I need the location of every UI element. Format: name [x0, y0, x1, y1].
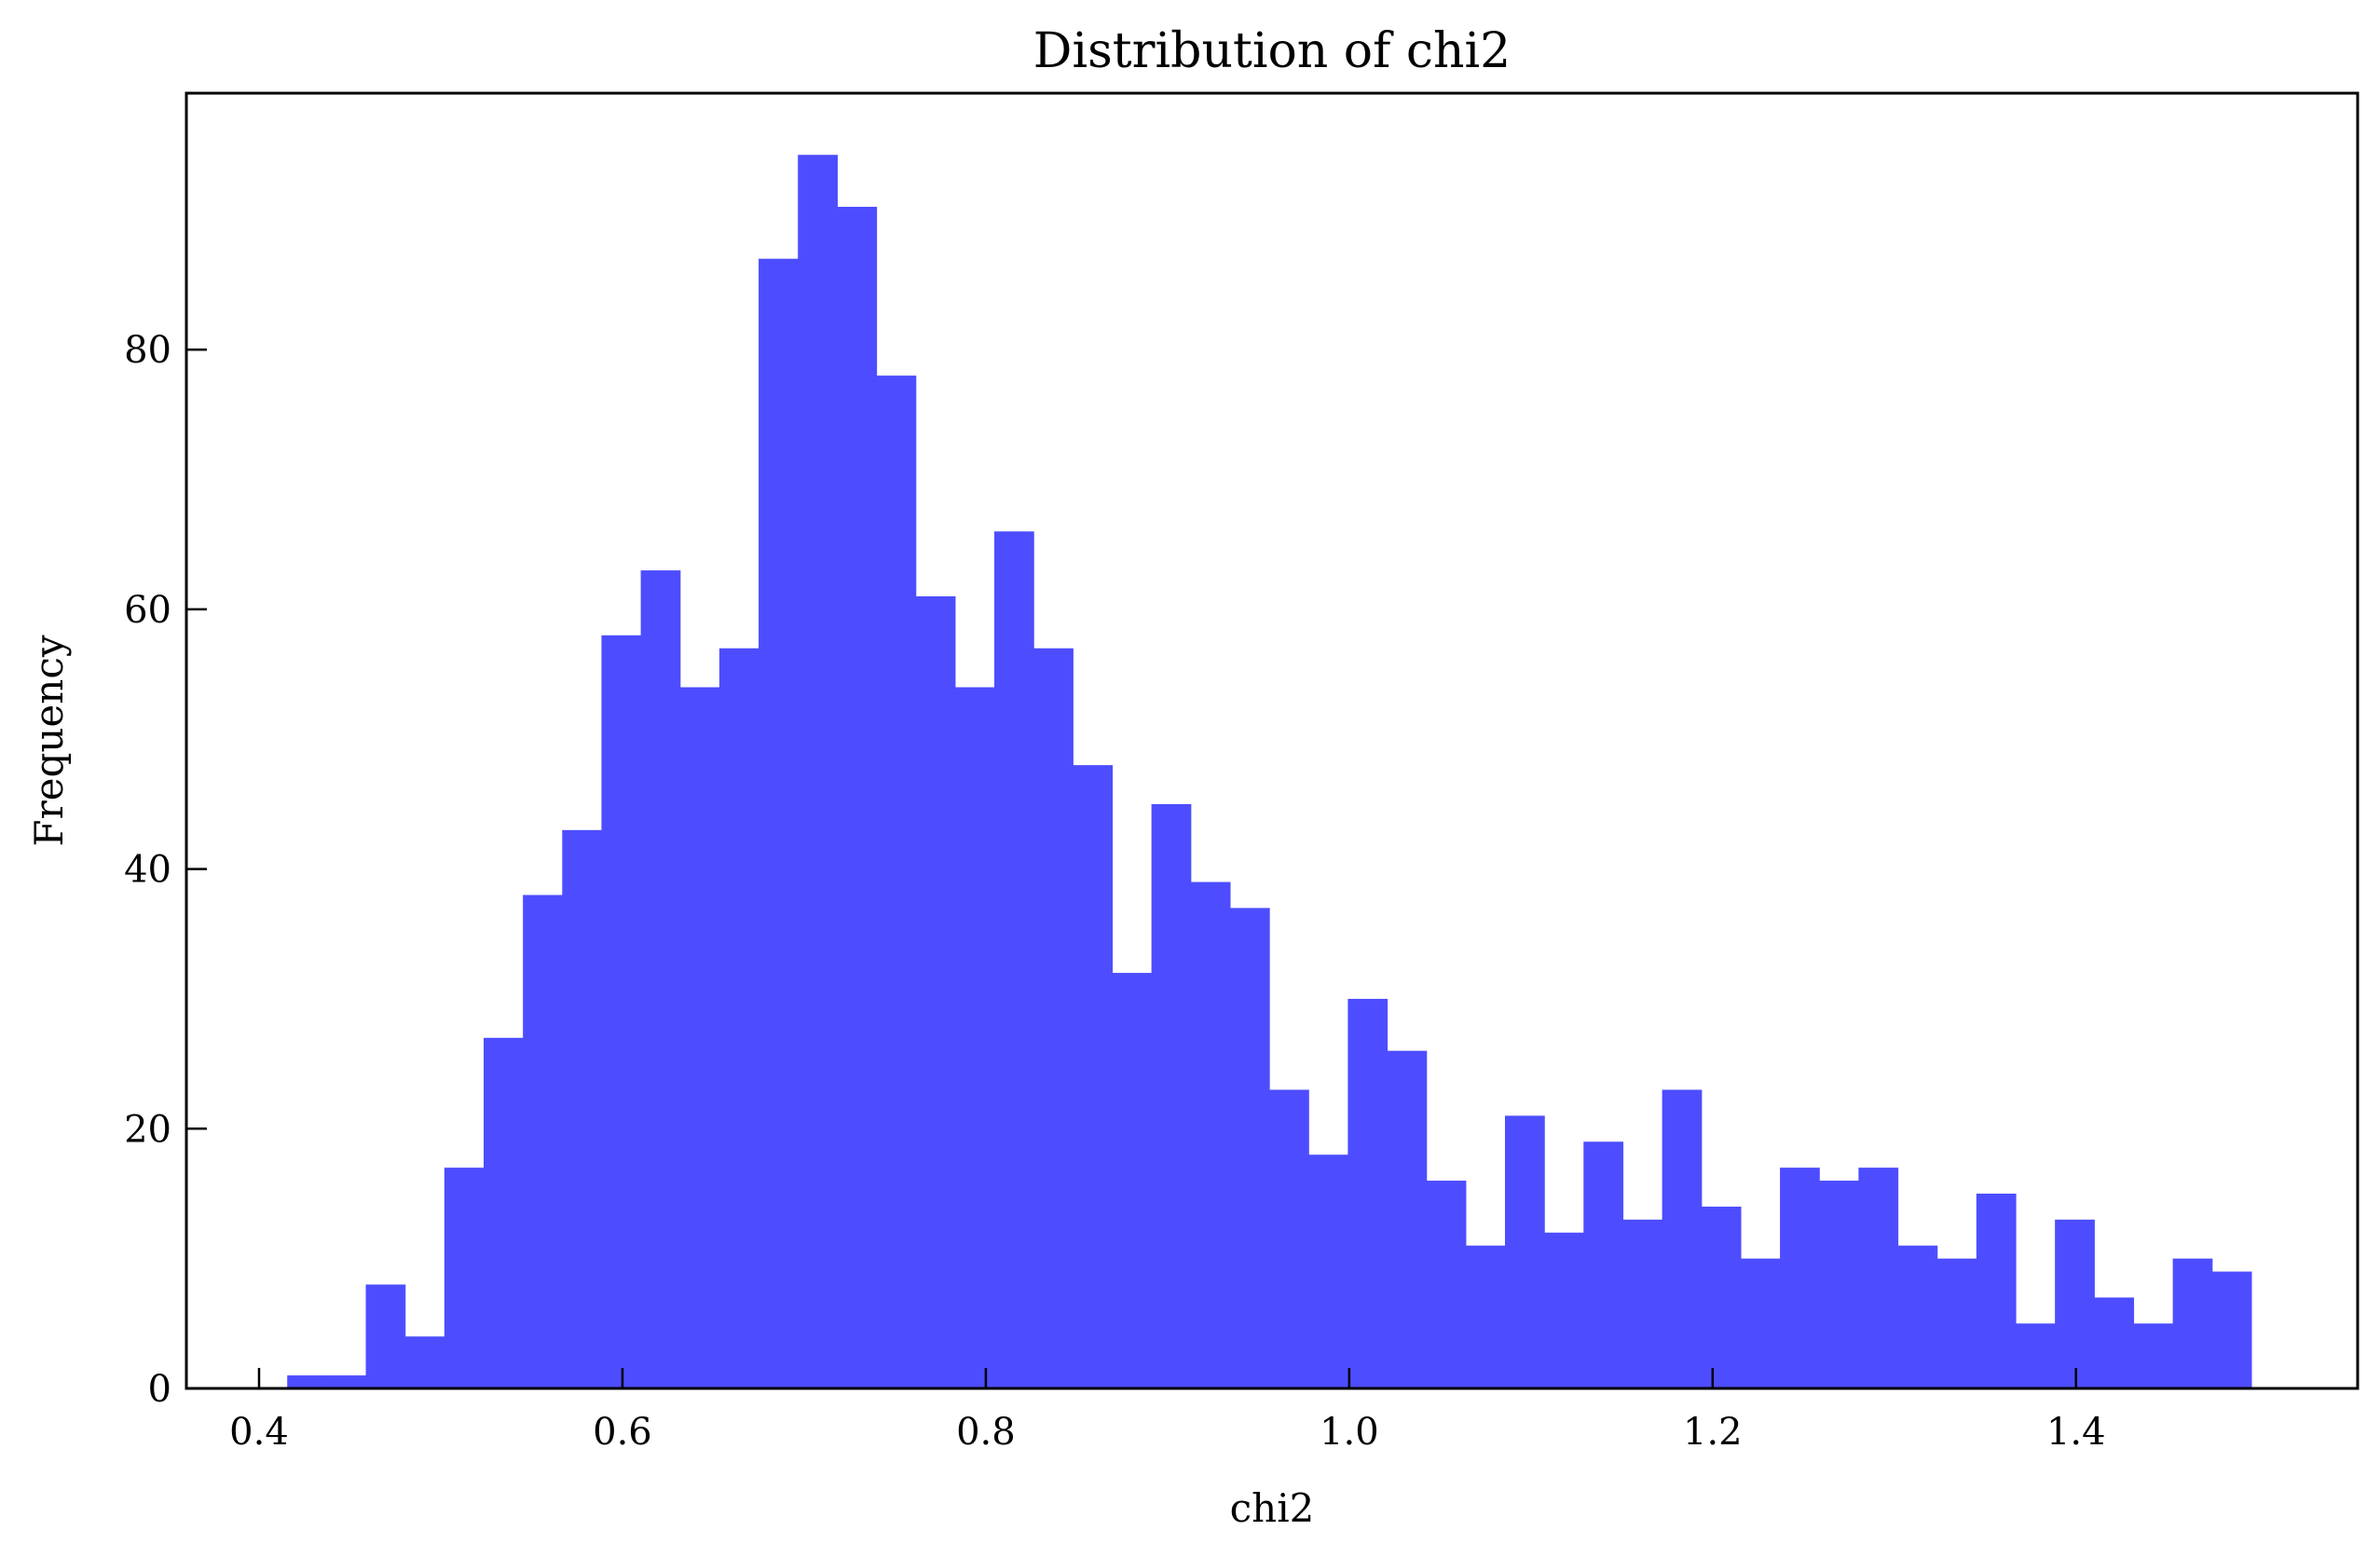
histogram-bar	[679, 687, 720, 1388]
histogram-bar	[1740, 1258, 1781, 1388]
histogram-bar	[1269, 1089, 1309, 1388]
histogram-bar	[954, 687, 995, 1388]
histogram-bar	[1544, 1232, 1584, 1388]
histogram-bar	[2016, 1323, 2056, 1388]
histogram-bar	[1387, 1050, 1428, 1388]
x-tick-label: 0.6	[593, 1411, 652, 1454]
histogram-bar	[562, 829, 603, 1388]
histogram-bar	[993, 531, 1034, 1388]
histogram-bar	[1033, 648, 1074, 1388]
x-axis-label: chi2	[1230, 1485, 1315, 1531]
y-axis-label: Frequency	[26, 635, 72, 846]
histogram-bar	[2133, 1323, 2174, 1388]
y-tick-label: 60	[124, 589, 171, 632]
histogram-bar	[1229, 908, 1270, 1388]
histogram-bar	[1936, 1258, 1977, 1388]
histogram-bar	[1151, 803, 1192, 1388]
histogram-bar	[1347, 998, 1388, 1388]
histogram-bar	[1662, 1089, 1703, 1388]
histogram-bar	[287, 1375, 327, 1388]
histogram-bar	[523, 895, 563, 1388]
histogram-bar	[876, 376, 917, 1388]
x-tick-label: 1.0	[1320, 1411, 1379, 1454]
histogram-bar	[718, 648, 759, 1388]
y-tick-label: 20	[124, 1108, 171, 1151]
histogram-bar	[404, 1336, 445, 1388]
histogram-bar	[1819, 1181, 1859, 1388]
histogram-bar	[1505, 1115, 1545, 1388]
histogram-bar	[1073, 765, 1114, 1388]
histogram-bar	[601, 635, 642, 1388]
histogram-bar	[640, 570, 681, 1388]
histogram-bar	[837, 206, 878, 1389]
y-tick-label: 40	[124, 849, 171, 892]
histogram-bar	[1112, 973, 1153, 1388]
histogram-bar	[1701, 1206, 1742, 1388]
histogram-bar	[2055, 1219, 2095, 1388]
histogram-bar	[1190, 882, 1231, 1388]
histogram-bar	[444, 1168, 485, 1388]
histogram-bar	[1583, 1141, 1624, 1388]
x-tick-label: 1.4	[2046, 1411, 2106, 1454]
histogram-bar	[1780, 1168, 1820, 1388]
histogram-bar	[798, 155, 838, 1389]
x-tick-label: 1.2	[1683, 1411, 1743, 1454]
histogram-bar	[1897, 1245, 1938, 1388]
histogram-bar	[2094, 1297, 2135, 1388]
histogram-bar	[1622, 1219, 1663, 1388]
histogram-bar	[1308, 1155, 1348, 1388]
plot-frame	[185, 91, 2359, 1390]
ticks-layer: 0.4 0.6 0.8 1.0 1.2 1.4 0 20 40 60 80	[124, 329, 2106, 1454]
histogram-bar	[1976, 1193, 2017, 1388]
histogram-bar	[1465, 1245, 1506, 1388]
y-tick-label: 0	[148, 1368, 171, 1411]
histogram-bar	[1426, 1181, 1467, 1388]
x-tick-label: 0.8	[956, 1411, 1016, 1454]
x-tick-label: 0.4	[229, 1411, 289, 1454]
histogram-bar	[759, 258, 799, 1388]
histogram-bar	[365, 1284, 406, 1388]
histogram-bar	[915, 595, 956, 1388]
histogram-bar	[2172, 1258, 2213, 1388]
histogram-bar	[483, 1037, 524, 1388]
histogram-bar	[326, 1375, 367, 1388]
histogram-bar	[2211, 1271, 2252, 1388]
bars-layer	[287, 155, 2252, 1389]
histogram-bar	[1858, 1168, 1899, 1388]
chart-title: Distribution of chi2	[1033, 23, 1511, 79]
y-tick-label: 80	[124, 329, 171, 372]
